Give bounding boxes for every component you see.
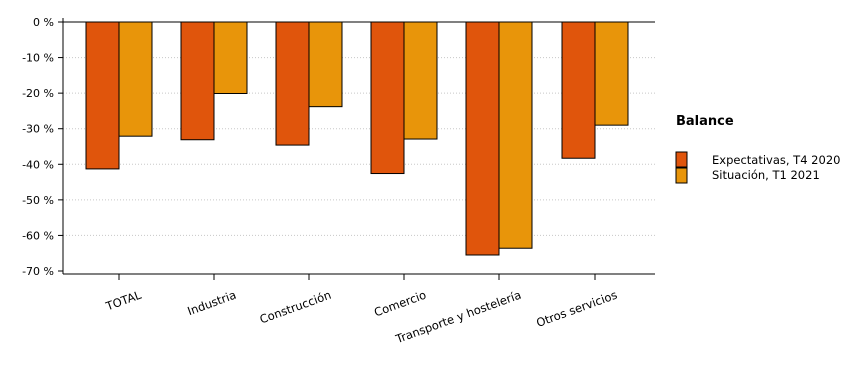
bar-expectativas (561, 21, 596, 159)
bar-situacion (308, 21, 343, 108)
x-tick-labels: TOTAL Industria Construcción ComercioTransp… (103, 274, 619, 346)
y-tick-label: -60 % (22, 229, 54, 242)
bar-situacion (118, 21, 153, 137)
x-tick-label: Otros servicios (534, 288, 619, 330)
bars (85, 21, 629, 256)
x-tick-label: Comercio (372, 288, 428, 320)
y-tick-label: -50 % (22, 194, 54, 207)
bar-expectativas (465, 21, 500, 256)
x-tick-label: Construcción (258, 288, 333, 327)
y-tick-labels: 0 % -10 % -20 % -30 % -40 % -50 % -60 % -70 % (22, 16, 63, 278)
x-tick-label: Industria (186, 288, 238, 319)
legend-swatch-expectativas (675, 151, 688, 168)
bar-expectativas (180, 21, 215, 141)
axes (62, 18, 655, 275)
legend-title: Balance (676, 114, 734, 129)
x-tick-label: TOTAL (103, 287, 144, 313)
legend-swatch-situacion (675, 167, 688, 184)
bar-situacion (594, 21, 629, 126)
bar-expectativas (370, 21, 405, 175)
y-tick-label: -30 % (22, 123, 54, 136)
bar-situacion (498, 21, 533, 249)
y-tick-label: -10 % (22, 52, 54, 65)
legend-label-expectativas: Expectativas, T4 2020 (712, 153, 840, 167)
y-tick-label: 0 % (33, 16, 54, 29)
bar-situacion (403, 21, 438, 140)
legend: Balance Expectativas, T4 2020 Situación,… (675, 114, 840, 184)
bar-situacion (213, 21, 248, 94)
bar-expectativas (275, 21, 310, 146)
y-tick-label: -70 % (22, 265, 54, 278)
bar-expectativas (85, 21, 120, 170)
y-tick-label: -20 % (22, 87, 54, 100)
legend-label-situacion: Situación, T1 2021 (712, 168, 820, 182)
y-tick-label: -40 % (22, 158, 54, 171)
